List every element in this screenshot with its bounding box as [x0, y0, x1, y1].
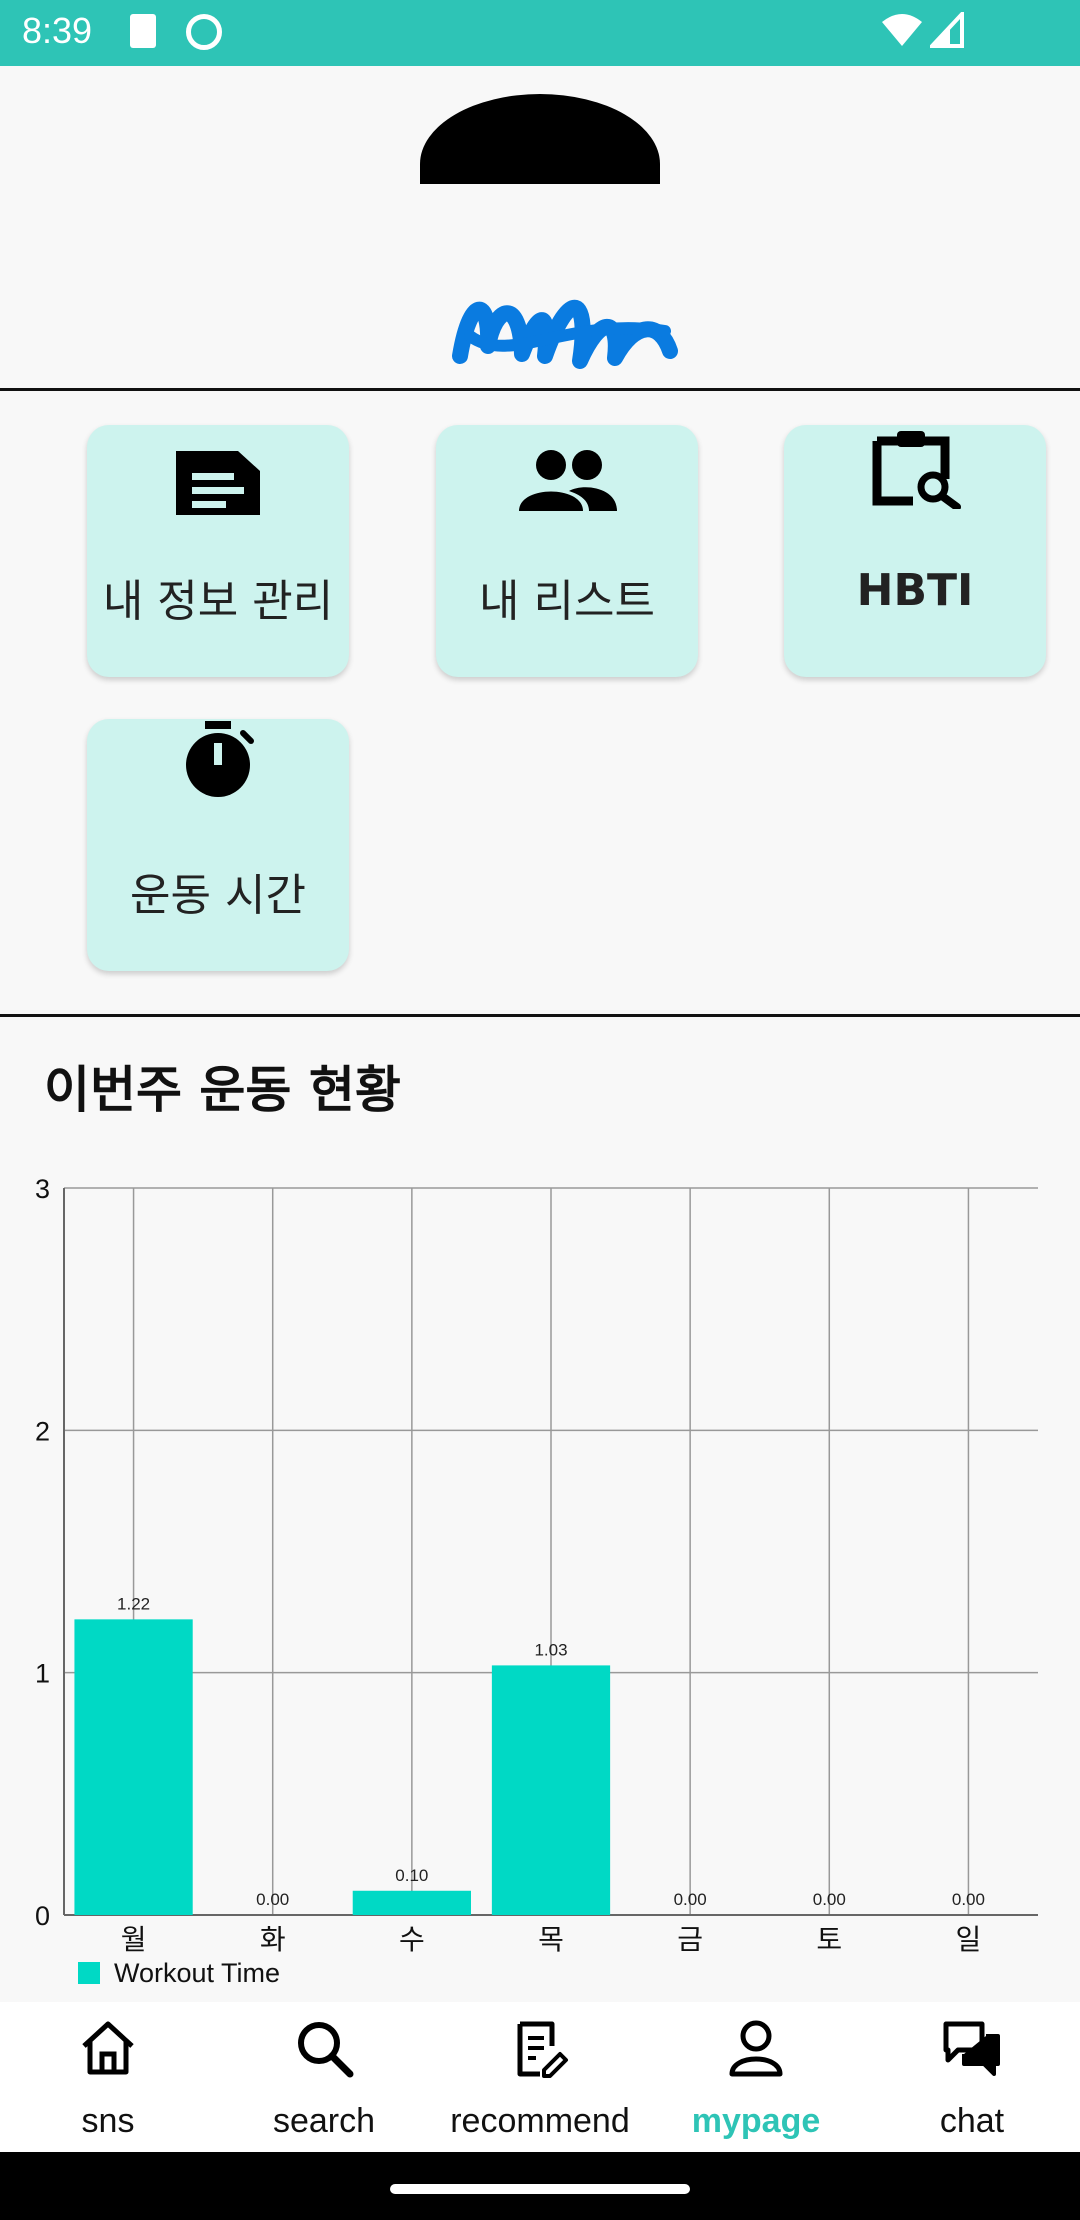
nav-recommend-label: recommend	[432, 2102, 648, 2141]
x-tick-label: 목	[538, 1923, 564, 1956]
my-list-button[interactable]: 내 리스트	[436, 425, 698, 677]
nav-mypage[interactable]: mypage	[648, 2002, 864, 2152]
stopwatch-icon	[181, 719, 255, 799]
x-tick-label: 수	[399, 1923, 425, 1956]
bar	[74, 1619, 192, 1915]
clipboard-search-icon	[865, 429, 965, 509]
nav-search-label: search	[216, 2102, 432, 2141]
hbti-button[interactable]: HBTI	[784, 425, 1046, 677]
data-label: 0.00	[674, 1890, 707, 1909]
data-label: 0.00	[813, 1890, 846, 1909]
nav-search[interactable]: search	[216, 2002, 432, 2152]
profile-header	[0, 66, 1080, 391]
y-tick-label: 1	[35, 1659, 50, 1689]
chat-bubbles-icon	[942, 2018, 1002, 2078]
status-bar: 8:39	[0, 0, 1080, 66]
data-label: 1.22	[117, 1594, 150, 1613]
my-info-button[interactable]: 내 정보 관리	[87, 425, 349, 677]
legend-swatch	[78, 1962, 100, 1984]
bar	[492, 1665, 610, 1915]
search-icon	[294, 2018, 354, 2078]
data-label: 0.00	[952, 1890, 985, 1909]
document-icon	[172, 447, 264, 519]
bar	[353, 1891, 471, 1915]
home-gesture-handle[interactable]	[390, 2184, 690, 2194]
x-tick-label: 토	[816, 1923, 842, 1956]
sd-card-icon	[130, 14, 156, 48]
weekly-workout-chart: 0 1 2 3 1.22 월 0.00 화 0.10 수 1.03 목 0.00 금 0.00 토 0.00 일 W…	[0, 1150, 1080, 1990]
y-tick-label: 2	[35, 1416, 50, 1446]
person-icon	[726, 2018, 786, 2078]
wifi-icon	[880, 12, 924, 48]
system-gesture-bar	[0, 2152, 1080, 2220]
x-tick-label: 금	[677, 1923, 703, 1956]
my-list-label: 내 리스트	[436, 565, 698, 629]
data-label: 0.10	[395, 1866, 428, 1885]
notepad-pen-icon	[510, 2018, 570, 2078]
nav-chat[interactable]: chat	[864, 2002, 1080, 2152]
workout-time-label: 운동 시간	[87, 859, 349, 923]
bottom-navigation: sns search recommend mypage chat	[0, 2002, 1080, 2152]
hbti-label: HBTI	[784, 565, 1046, 616]
y-tick-label: 0	[35, 1901, 50, 1931]
legend-label: Workout Time	[114, 1958, 280, 1988]
menu-grid: 내 정보 관리 내 리스트 HBTI 운동 시간	[0, 391, 1080, 1017]
workout-time-button[interactable]: 운동 시간	[87, 719, 349, 971]
nav-sns-label: sns	[0, 2102, 216, 2141]
nav-recommend[interactable]: recommend	[432, 2002, 648, 2152]
avatar[interactable]	[420, 94, 660, 184]
y-tick-label: 3	[35, 1174, 50, 1204]
nav-mypage-label: mypage	[648, 2102, 864, 2141]
home-icon	[78, 2018, 138, 2078]
weekly-status-title: 이번주 운동 현황	[44, 1050, 401, 1122]
data-label: 0.00	[256, 1890, 289, 1909]
x-tick-label: 화	[260, 1923, 286, 1956]
x-tick-label: 일	[956, 1923, 982, 1956]
chart-svg: 0 1 2 3 1.22 월 0.00 화 0.10 수 1.03 목 0.00 금 0.00 토 0.00 일 W…	[0, 1150, 1080, 1990]
my-info-label: 내 정보 관리	[87, 565, 349, 629]
notification-cat-icon	[186, 14, 222, 50]
nav-sns[interactable]: sns	[0, 2002, 216, 2152]
signal-icon	[930, 12, 964, 48]
x-tick-label: 월	[121, 1923, 147, 1956]
nav-chat-label: chat	[864, 2102, 1080, 2141]
data-label: 1.03	[534, 1640, 567, 1659]
signature-image	[450, 276, 680, 386]
status-time: 8:39	[22, 10, 92, 52]
people-icon	[515, 447, 619, 513]
